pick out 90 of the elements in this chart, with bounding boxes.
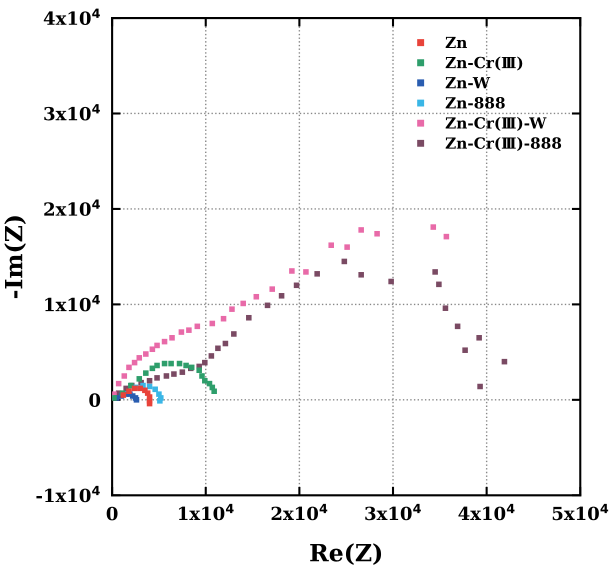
point <box>231 331 237 337</box>
legend-label: Zn <box>446 36 467 48</box>
point <box>328 242 334 248</box>
point <box>183 362 189 368</box>
point <box>502 358 508 364</box>
point <box>278 293 284 299</box>
y-tick-label: 2x10$^{4}$ <box>44 200 100 216</box>
point <box>202 360 208 366</box>
point <box>136 355 142 361</box>
point <box>122 373 128 379</box>
point <box>154 375 160 381</box>
point <box>168 360 174 366</box>
y-tick-label: 1x10$^{4}$ <box>45 294 100 312</box>
point <box>246 314 252 321</box>
point <box>477 384 483 390</box>
x-tick-label: 4x10$^{4}$ <box>458 504 514 520</box>
point <box>269 286 275 292</box>
x-tick-label: 3x10$^{4}$ <box>365 504 421 520</box>
point <box>136 376 142 382</box>
point <box>388 278 394 284</box>
point <box>143 370 149 376</box>
point <box>229 306 235 312</box>
point <box>146 384 152 390</box>
point <box>126 364 132 370</box>
point <box>211 388 217 394</box>
point <box>150 346 156 352</box>
legend-label: Zn-W <box>446 77 490 88</box>
legend-label: Zn-Cr(Ⅲ) <box>446 56 522 70</box>
x-tick-label: 5x10$^{4}$ <box>552 504 608 520</box>
point <box>126 388 132 394</box>
point <box>358 272 364 278</box>
point <box>303 269 309 275</box>
point <box>194 324 200 330</box>
point <box>169 335 175 341</box>
point <box>178 329 184 335</box>
point <box>342 258 348 264</box>
point <box>220 316 226 322</box>
point <box>162 338 168 344</box>
point <box>444 234 450 240</box>
point <box>176 360 182 366</box>
point <box>210 320 216 326</box>
point <box>154 362 160 368</box>
point <box>199 373 205 379</box>
point <box>430 224 436 230</box>
point <box>146 400 152 406</box>
x-tick-label: 0 <box>106 506 118 520</box>
point <box>374 230 380 237</box>
y-tick-label: 0 <box>89 393 100 407</box>
point <box>208 353 214 359</box>
point <box>294 282 300 288</box>
point <box>476 335 482 341</box>
point <box>222 340 228 346</box>
point <box>186 327 192 333</box>
legend-label: Zn-Cr(Ⅲ)-888 <box>446 137 562 152</box>
point <box>344 244 350 250</box>
point <box>240 300 246 306</box>
point <box>116 380 122 386</box>
point <box>202 378 208 384</box>
point <box>436 282 442 288</box>
point <box>152 386 158 392</box>
point <box>264 302 270 308</box>
point <box>314 271 320 277</box>
x-axis-title: Re(Z) <box>310 543 382 565</box>
x-tick-label: 1x10$^{4}$ <box>178 504 234 520</box>
point <box>254 294 260 300</box>
y-tick-label: 3x10$^{4}$ <box>44 104 100 120</box>
point <box>154 342 160 348</box>
legend-label: Zn-888 <box>446 97 505 109</box>
point <box>162 360 168 366</box>
point <box>171 371 177 377</box>
point <box>150 366 156 372</box>
point <box>358 227 364 233</box>
point <box>215 346 221 352</box>
point <box>164 373 170 379</box>
point <box>462 347 468 353</box>
point <box>157 398 163 404</box>
point <box>132 360 138 366</box>
point <box>180 369 186 375</box>
point <box>442 305 448 311</box>
legend-label: Zn-Cr(Ⅲ)-W <box>446 116 547 131</box>
y-tick-label: -1x10$^{4}$ <box>36 486 100 502</box>
point <box>289 268 295 274</box>
y-tick-label: 4x10$^{4}$ <box>44 8 100 26</box>
point <box>454 324 460 330</box>
point <box>196 367 202 374</box>
point <box>143 351 149 357</box>
y-axis-title: -Im(Z) <box>4 216 26 298</box>
point <box>146 378 152 384</box>
x-tick-label: 2x10$^{4}$ <box>272 504 328 520</box>
point <box>432 269 438 275</box>
